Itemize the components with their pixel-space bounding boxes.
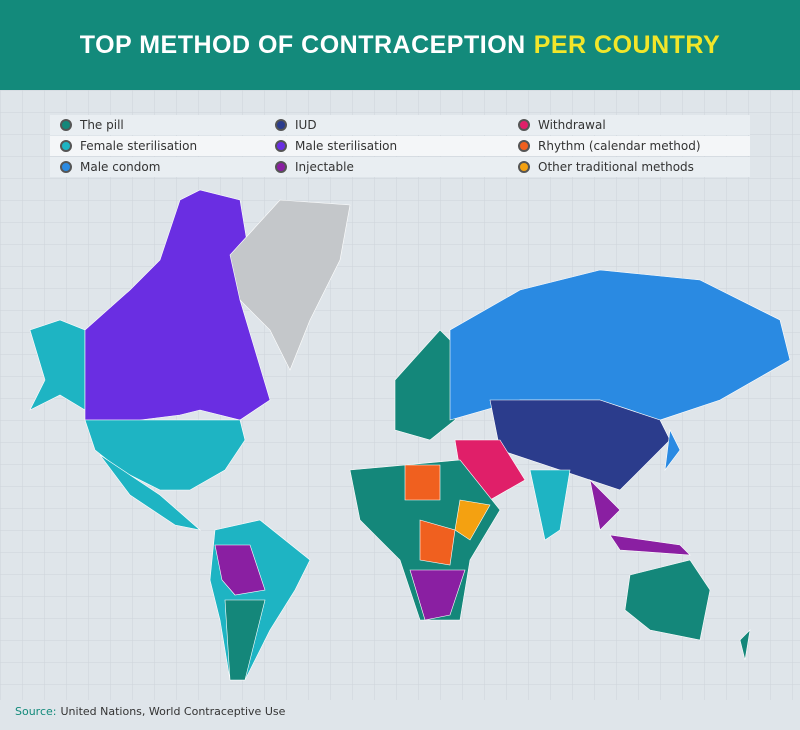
legend-label: The pill xyxy=(80,118,124,132)
legend-label: IUD xyxy=(295,118,317,132)
source-label: Source: xyxy=(15,705,57,718)
region-southern-cone xyxy=(224,599,266,681)
world-map xyxy=(0,90,800,700)
legend-row: Male condom Injectable Other traditional m… xyxy=(50,157,750,177)
region-india xyxy=(529,469,571,541)
legend-item: Injectable xyxy=(275,157,354,177)
legend-swatch xyxy=(518,140,530,152)
legend-item: Female sterilisation xyxy=(60,136,197,156)
region-central-asia xyxy=(489,399,671,491)
region-indonesia xyxy=(609,534,691,556)
region-japan xyxy=(664,428,681,472)
legend-swatch xyxy=(275,119,287,131)
legend-swatch xyxy=(518,119,530,131)
legend-item: Rhythm (calendar method) xyxy=(518,136,701,156)
legend-label: Other traditional methods xyxy=(538,160,694,174)
legend-label: Withdrawal xyxy=(538,118,606,132)
legend-swatch xyxy=(518,161,530,173)
region-australia xyxy=(624,559,711,641)
legend-row: Female sterilisation Male sterilisation Rh… xyxy=(50,136,750,156)
legend-swatch xyxy=(275,161,287,173)
legend-swatch xyxy=(60,161,72,173)
legend-swatch xyxy=(60,140,72,152)
legend-swatch xyxy=(275,140,287,152)
title: TOP METHOD OF CONTRACEPTION PER COUNTRY xyxy=(80,31,720,60)
legend-item: Withdrawal xyxy=(518,115,606,135)
source: Source: United Nations, World Contracepti… xyxy=(15,705,285,718)
legend-item: Male condom xyxy=(60,157,160,177)
legend-swatch xyxy=(60,119,72,131)
region-europe xyxy=(394,329,461,441)
header: TOP METHOD OF CONTRACEPTION PER COUNTRY xyxy=(0,0,800,90)
region-andes xyxy=(214,544,266,596)
legend-row: The pill IUD Withdrawal xyxy=(50,115,750,135)
region-mexico xyxy=(99,454,202,531)
region-greenland xyxy=(229,199,351,371)
region-southeast-asia xyxy=(589,479,621,531)
legend-label: Rhythm (calendar method) xyxy=(538,139,701,153)
region-alaska xyxy=(29,319,86,411)
source-text: United Nations, World Contraceptive Use xyxy=(60,705,286,718)
legend-item: Male sterilisation xyxy=(275,136,397,156)
legend-item: IUD xyxy=(275,115,317,135)
legend: The pill IUD Withdrawal Female sterilisatio… xyxy=(50,115,750,177)
legend-item: Other traditional methods xyxy=(518,157,694,177)
region-central-africa xyxy=(419,519,456,566)
region-north-africa xyxy=(404,464,441,501)
region-southern-africa xyxy=(409,569,466,621)
region-horn-africa xyxy=(454,499,491,541)
legend-label: Male condom xyxy=(80,160,161,174)
legend-label: Injectable xyxy=(295,160,354,174)
title-text: TOP METHOD OF CONTRACEPTION xyxy=(79,30,526,59)
region-new-zealand xyxy=(739,629,751,661)
title-highlight: PER COUNTRY xyxy=(533,30,721,59)
legend-item: The pill xyxy=(60,115,124,135)
legend-label: Female sterilisation xyxy=(80,139,198,153)
legend-label: Male sterilisation xyxy=(295,139,398,153)
